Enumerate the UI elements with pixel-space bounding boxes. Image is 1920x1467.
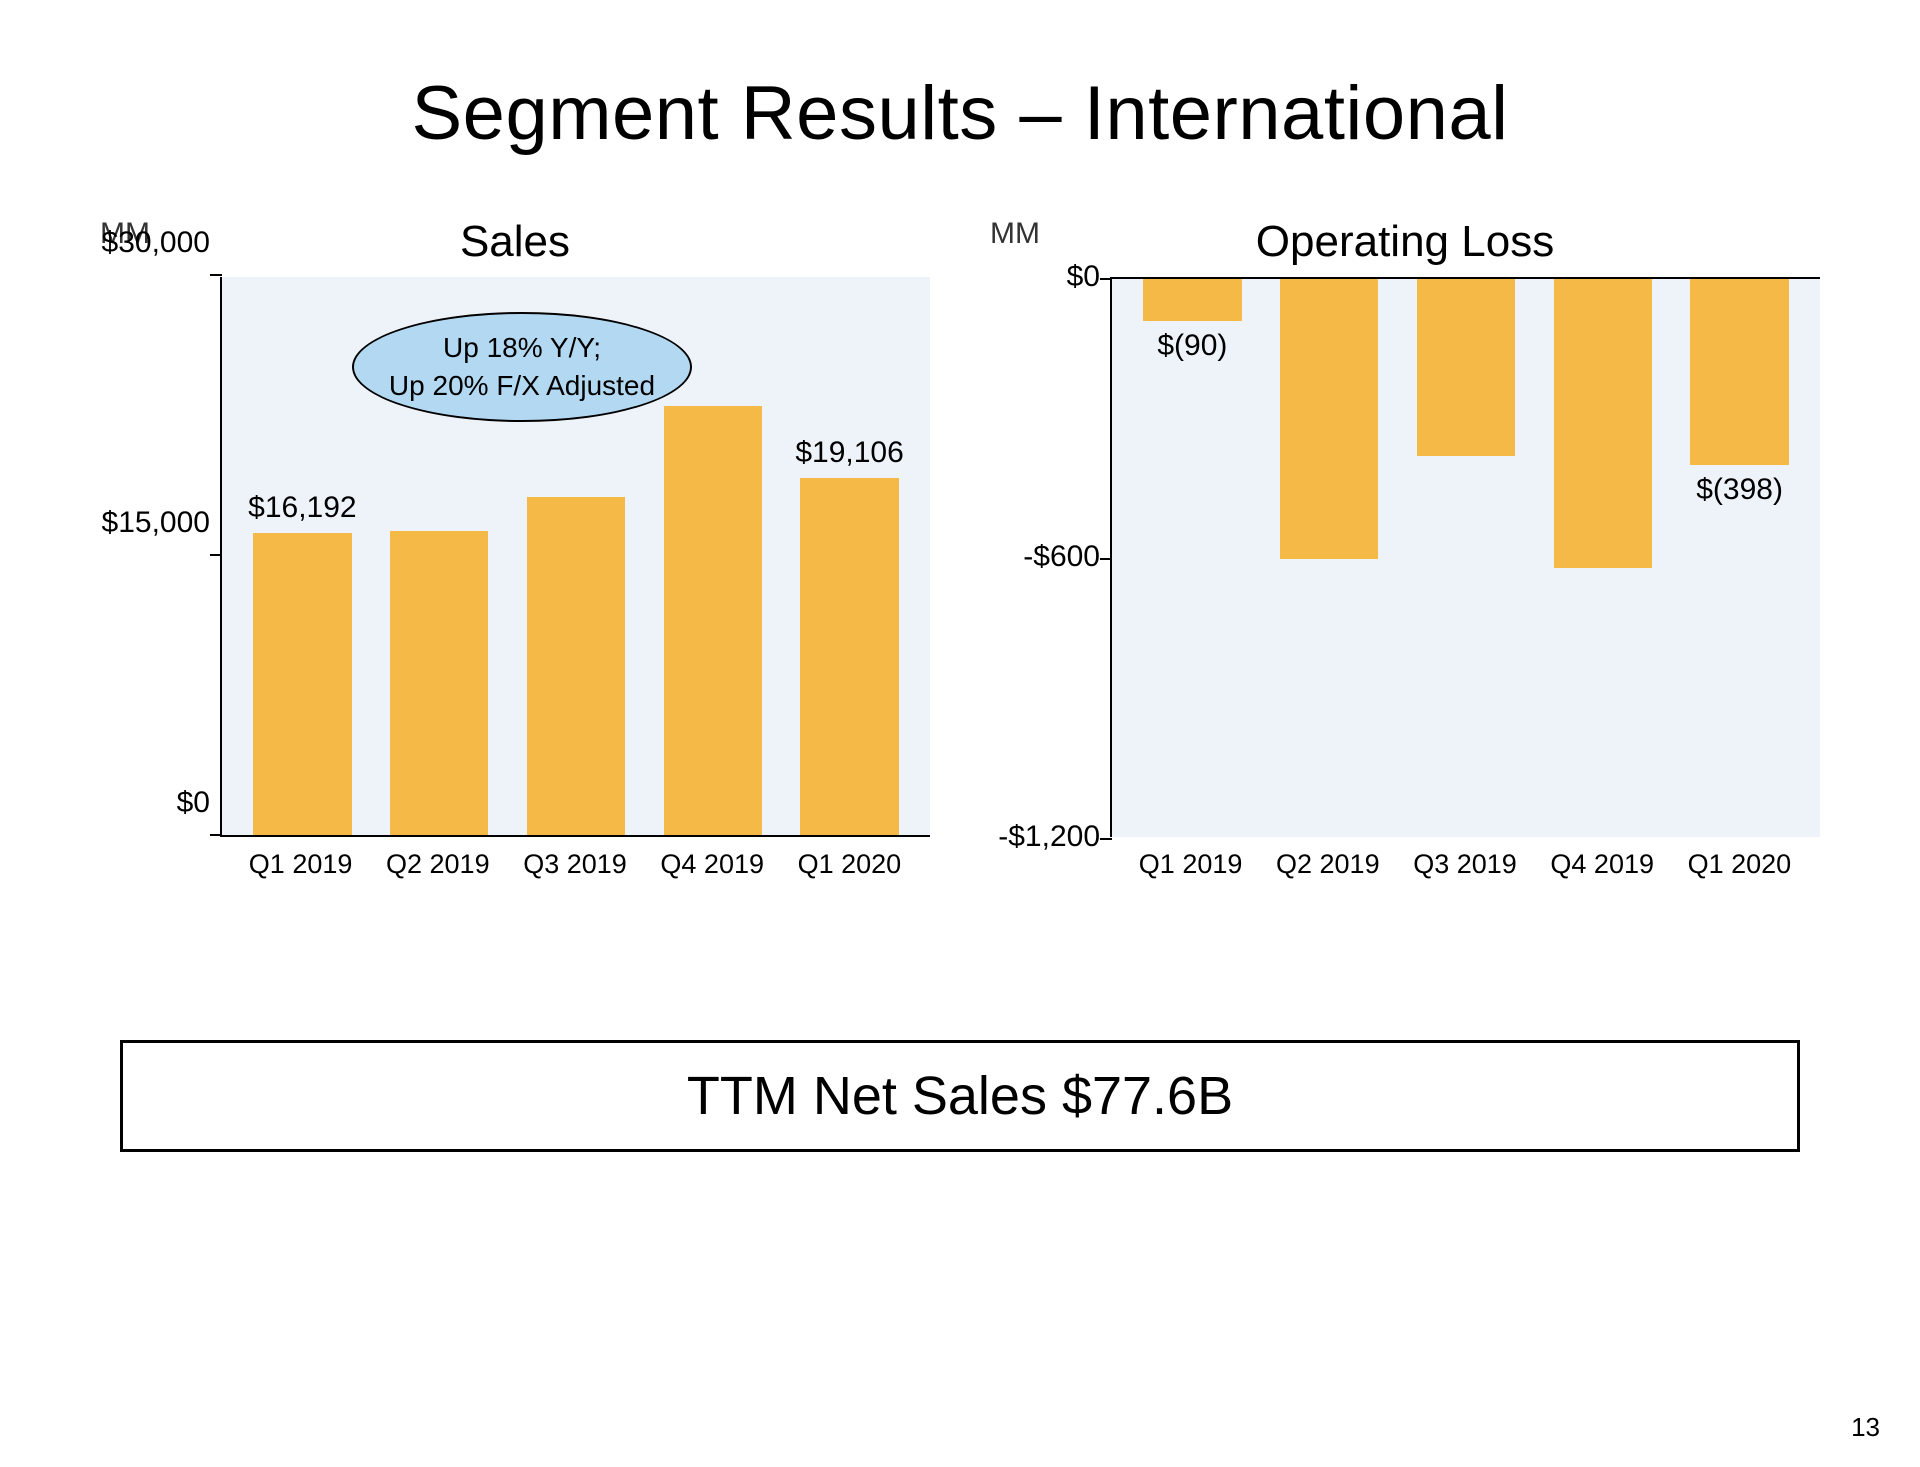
bar xyxy=(800,478,898,835)
x-tick-label: Q1 2019 xyxy=(232,849,369,880)
callout-bubble: Up 18% Y/Y; Up 20% F/X Adjusted xyxy=(352,312,692,422)
bar xyxy=(1690,279,1788,465)
y-tick-label: -$1,200 xyxy=(998,820,1100,854)
sales-chart: MM Sales $0$15,000$30,000 $16,192$19,106… xyxy=(100,217,930,880)
callout-line-1: Up 18% Y/Y; xyxy=(374,329,670,367)
bar xyxy=(1554,279,1652,568)
callout-line-2: Up 20% F/X Adjusted xyxy=(374,367,670,405)
bar-slot: $16,192 xyxy=(234,277,371,835)
bar xyxy=(527,497,625,835)
bar xyxy=(1417,279,1515,456)
bar-value-label: $19,106 xyxy=(795,436,903,470)
loss-bars: $(90) $(398) xyxy=(1112,279,1820,837)
loss-x-axis: Q1 2019Q2 2019Q3 2019Q4 2019Q1 2020 xyxy=(1110,849,1820,880)
bar xyxy=(253,533,351,835)
bar xyxy=(390,531,488,835)
loss-chart-title: Operating Loss xyxy=(990,217,1820,267)
bar xyxy=(1143,279,1241,321)
page-title: Segment Results – International xyxy=(100,70,1820,157)
x-tick-label: Q3 2019 xyxy=(1396,849,1533,880)
x-tick-label: Q1 2019 xyxy=(1122,849,1259,880)
sales-chart-title: Sales xyxy=(100,217,930,267)
bar-slot xyxy=(1534,279,1671,837)
y-tick-label: -$600 xyxy=(1023,540,1100,574)
x-tick-label: Q2 2019 xyxy=(1259,849,1396,880)
page-number: 13 xyxy=(1851,1412,1880,1443)
sales-y-axis: $0$15,000$30,000 xyxy=(100,277,220,837)
bar-value-label: $(90) xyxy=(1157,329,1227,363)
slide: Segment Results – International MM Sales… xyxy=(0,0,1920,1467)
footer-summary: TTM Net Sales $77.6B xyxy=(120,1040,1800,1152)
sales-chart-area: $0$15,000$30,000 $16,192$19,106 Up 18% Y… xyxy=(100,277,930,837)
loss-plot: $(90) $(398) xyxy=(1110,277,1820,837)
y-tick-label: $30,000 xyxy=(102,226,210,260)
bar-slot xyxy=(1261,279,1398,837)
x-tick-label: Q1 2020 xyxy=(1671,849,1808,880)
sales-plot: $16,192 $19,106 Up 18% Y/Y; Up 20% F/X Ad… xyxy=(220,277,930,837)
loss-chart: MM Operating Loss $0-$600-$1,200 $(90)$(… xyxy=(990,217,1820,880)
loss-y-axis: $0-$600-$1,200 xyxy=(990,277,1110,837)
unit-label: MM xyxy=(990,217,1040,251)
y-tick-label: $0 xyxy=(177,786,210,820)
x-tick-label: Q4 2019 xyxy=(644,849,781,880)
bar-slot: $(398) xyxy=(1671,279,1808,837)
bar xyxy=(664,406,762,835)
charts-row: MM Sales $0 $15,000 $30,000 $16,192 $19,106… xyxy=(100,217,1820,880)
y-tick-label: $0 xyxy=(1067,260,1100,294)
bar-slot xyxy=(1398,279,1535,837)
bar-slot: $19,106 xyxy=(781,277,918,835)
sales-x-axis: Q1 2019Q2 2019Q3 2019Q4 2019Q1 2020 xyxy=(220,849,930,880)
loss-chart-area: $0-$600-$1,200 $(90) $(398) xyxy=(990,277,1820,837)
bar-value-label: $16,192 xyxy=(248,491,356,525)
x-tick-label: Q2 2019 xyxy=(369,849,506,880)
y-tick-label: $15,000 xyxy=(102,506,210,540)
x-tick-label: Q4 2019 xyxy=(1534,849,1671,880)
bar xyxy=(1280,279,1378,559)
x-tick-label: Q3 2019 xyxy=(506,849,643,880)
x-tick-label: Q1 2020 xyxy=(781,849,918,880)
bar-slot: $(90) xyxy=(1124,279,1261,837)
bar-value-label: $(398) xyxy=(1696,473,1783,507)
